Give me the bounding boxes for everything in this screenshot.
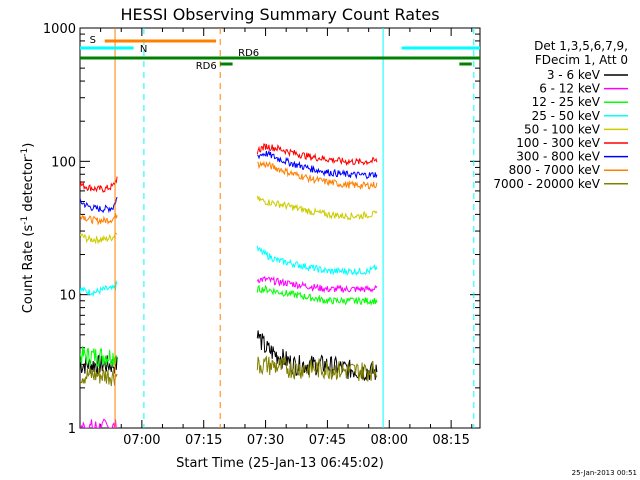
y-tick-labels: 1 10 100 1000 xyxy=(43,22,76,437)
series-line xyxy=(80,418,118,428)
y-tick-label: 10 xyxy=(59,289,76,304)
series-line xyxy=(256,330,378,382)
y-axis-label: Count Rate (s-1 detector-1) xyxy=(20,143,36,314)
x-tick-label: 07:15 xyxy=(185,433,222,448)
plot-frame xyxy=(79,27,481,429)
series-line xyxy=(80,196,118,214)
legend-label: 100 - 300 keV xyxy=(516,136,600,150)
axis-ticks xyxy=(80,27,480,429)
x-tick-label: 07:45 xyxy=(309,433,346,448)
y-tick-label: 1000 xyxy=(43,22,76,37)
y-tick-label: 1 xyxy=(68,422,76,437)
legend-label: 7000 - 20000 keV xyxy=(493,177,600,191)
series-line xyxy=(256,275,378,294)
legend-label: 6 - 12 keV xyxy=(539,82,601,96)
x-tick-label: 07:30 xyxy=(247,433,284,448)
series-line xyxy=(256,143,378,167)
series-line xyxy=(80,367,118,387)
series-line xyxy=(80,176,118,193)
legend-label: 300 - 800 keV xyxy=(516,150,600,164)
legend-label: 50 - 100 keV xyxy=(524,122,601,136)
x-tick-label: 07:00 xyxy=(123,433,160,448)
series-line xyxy=(80,232,118,245)
legend-label: 800 - 7000 keV xyxy=(509,163,601,177)
legend-header-detectors: Det 1,3,5,6,7,9, xyxy=(534,39,628,53)
footer-timestamp: 25-Jan-2013 00:51 xyxy=(572,469,637,477)
series-line xyxy=(257,149,378,180)
series-line xyxy=(256,355,378,382)
flag-label: S xyxy=(90,35,96,46)
series-line xyxy=(256,245,378,276)
x-axis-label: Start Time (25-Jan-13 06:45:02) xyxy=(176,456,384,471)
chart-title: HESSI Observing Summary Count Rates xyxy=(120,5,439,24)
series-line xyxy=(80,280,118,297)
status-flags-layer: S N RD6 RD6 xyxy=(80,28,480,428)
x-tick-label: 08:15 xyxy=(432,433,469,448)
legend-label: 25 - 50 keV xyxy=(532,109,601,123)
series-line xyxy=(80,346,118,368)
flag-label: RD6 xyxy=(196,61,217,72)
legend-label: 12 - 25 keV xyxy=(532,95,601,109)
series-line xyxy=(256,284,378,307)
series-line xyxy=(256,195,378,221)
flag-label: RD6 xyxy=(238,48,259,59)
x-tick-labels: 07:00 07:15 07:30 07:45 08:00 08:15 xyxy=(123,433,470,448)
flag-label: N xyxy=(140,44,147,55)
data-series-layer xyxy=(80,143,378,428)
legend-header-decimation: FDecim 1, Att 0 xyxy=(535,53,628,67)
series-line xyxy=(257,160,378,191)
series-line xyxy=(80,213,118,226)
legend: Det 1,3,5,6,7,9, FDecim 1, Att 0 3 - 6 k… xyxy=(493,39,628,191)
y-tick-label: 100 xyxy=(51,155,76,170)
x-tick-label: 08:00 xyxy=(371,433,408,448)
legend-label: 3 - 6 keV xyxy=(547,68,601,82)
